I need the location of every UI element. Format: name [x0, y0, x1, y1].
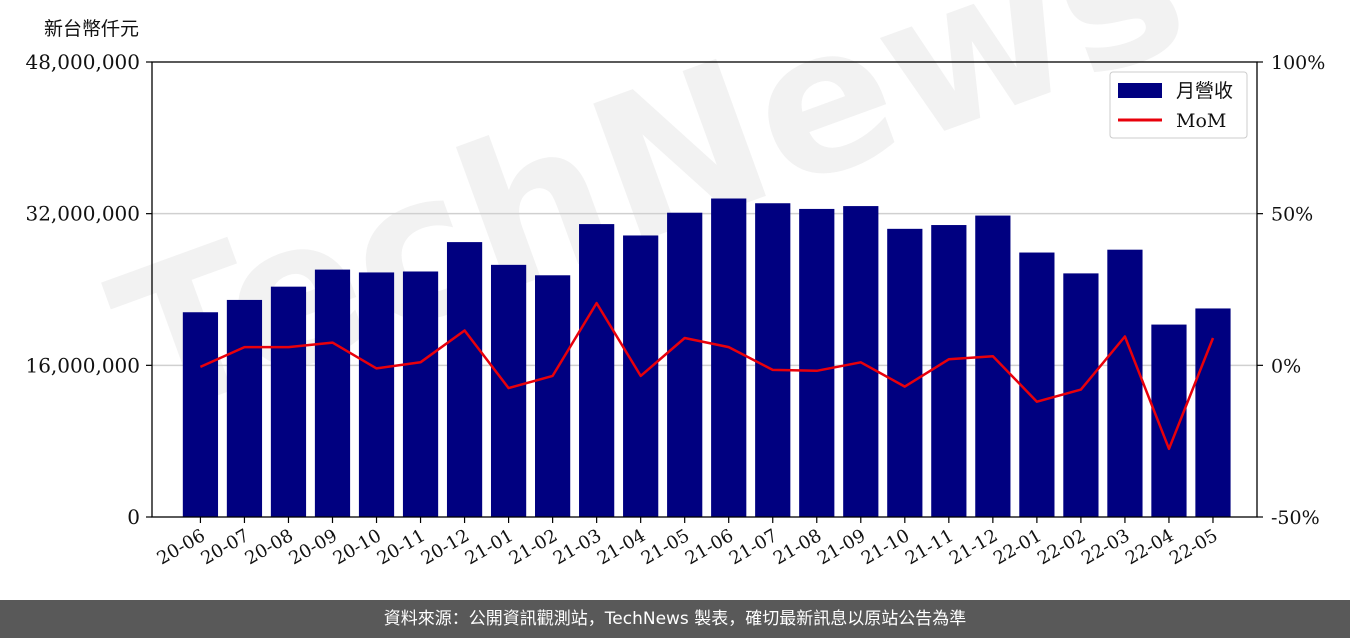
x-tick-label: 21-05 — [638, 525, 693, 569]
bar-22-05 — [1195, 308, 1231, 517]
legend-label-mom: MoM — [1176, 110, 1226, 132]
bar-21-02 — [535, 275, 571, 517]
left-tick-label: 16,000,000 — [25, 353, 140, 377]
revenue-chart: TechNews016,000,00032,000,00048,000,000-… — [25, 0, 1325, 569]
bar-21-05 — [667, 212, 703, 517]
x-tick-label: 20-08 — [242, 525, 297, 569]
x-tick-label: 22-05 — [1166, 525, 1221, 569]
bar-22-01 — [1019, 252, 1055, 517]
x-tick-label: 21-10 — [858, 525, 913, 569]
bar-20-06 — [182, 312, 219, 517]
bar-21-08 — [799, 208, 835, 518]
right-tick-label: 0% — [1271, 355, 1301, 377]
mom-line — [199, 301, 1215, 451]
x-tick-label: 20-09 — [286, 525, 341, 569]
bar-20-07 — [226, 299, 263, 517]
bar-20-09 — [314, 269, 351, 517]
legend-swatch-bar — [1118, 83, 1162, 98]
x-tick-label: 20-06 — [153, 525, 208, 569]
right-tick-label: 100% — [1271, 52, 1325, 74]
x-tick-label: 22-01 — [990, 525, 1045, 569]
bar-20-11 — [402, 271, 439, 517]
left-tick-label: 32,000,000 — [25, 202, 140, 226]
bar-20-08 — [270, 286, 307, 517]
x-tick-label: 20-12 — [418, 525, 473, 569]
x-tick-label: 21-02 — [506, 525, 561, 569]
x-tick-label: 21-04 — [594, 525, 649, 569]
x-tick-label: 22-03 — [1078, 525, 1133, 569]
x-tick-label: 21-09 — [814, 525, 869, 569]
x-tick-label: 21-06 — [682, 525, 737, 569]
x-tick-label: 20-07 — [198, 525, 253, 569]
chart-area: 新台幣仟元 TechNews 0 16,000,000 32,000,000 48,00… — [25, 0, 1325, 569]
bar-20-12 — [446, 242, 483, 517]
bar-21-01 — [490, 264, 527, 517]
bar-21-06 — [711, 198, 747, 517]
source-footer: 資料來源：公開資訊觀測站，TechNews 製表，確切最新訊息以原站公告為準 — [0, 600, 1350, 638]
x-tick-label: 21-03 — [550, 525, 605, 569]
plot-frame — [151, 61, 1258, 518]
right-tick-label: 50% — [1271, 204, 1313, 226]
bar-21-03 — [579, 224, 615, 517]
left-tick-label: 48,000,000 — [25, 50, 140, 74]
x-tick-label: 20-10 — [330, 525, 385, 569]
left-axis-unit-label: 新台幣仟元 — [44, 18, 140, 40]
x-tick-label: 21-11 — [902, 525, 957, 569]
x-tick-label: 21-01 — [462, 525, 517, 569]
bar-21-12 — [975, 215, 1011, 517]
x-tick-label: 21-07 — [726, 525, 781, 569]
x-tick-label: 21-12 — [946, 525, 1001, 569]
right-tick-label: -50% — [1271, 507, 1320, 529]
left-tick-label: 0 — [127, 505, 140, 529]
bar-20-10 — [358, 272, 395, 517]
x-tick-label: 22-04 — [1122, 525, 1177, 569]
bar-22-03 — [1107, 249, 1143, 517]
x-tick-label: 21-08 — [770, 525, 825, 569]
x-tick-label: 20-11 — [374, 525, 429, 569]
bar-21-07 — [755, 203, 791, 518]
bar-21-10 — [887, 228, 923, 518]
legend-label-revenue: 月營收 — [1176, 80, 1233, 102]
bar-21-11 — [931, 225, 967, 517]
bar-22-02 — [1063, 273, 1099, 517]
x-tick-label: 22-02 — [1034, 525, 1089, 569]
